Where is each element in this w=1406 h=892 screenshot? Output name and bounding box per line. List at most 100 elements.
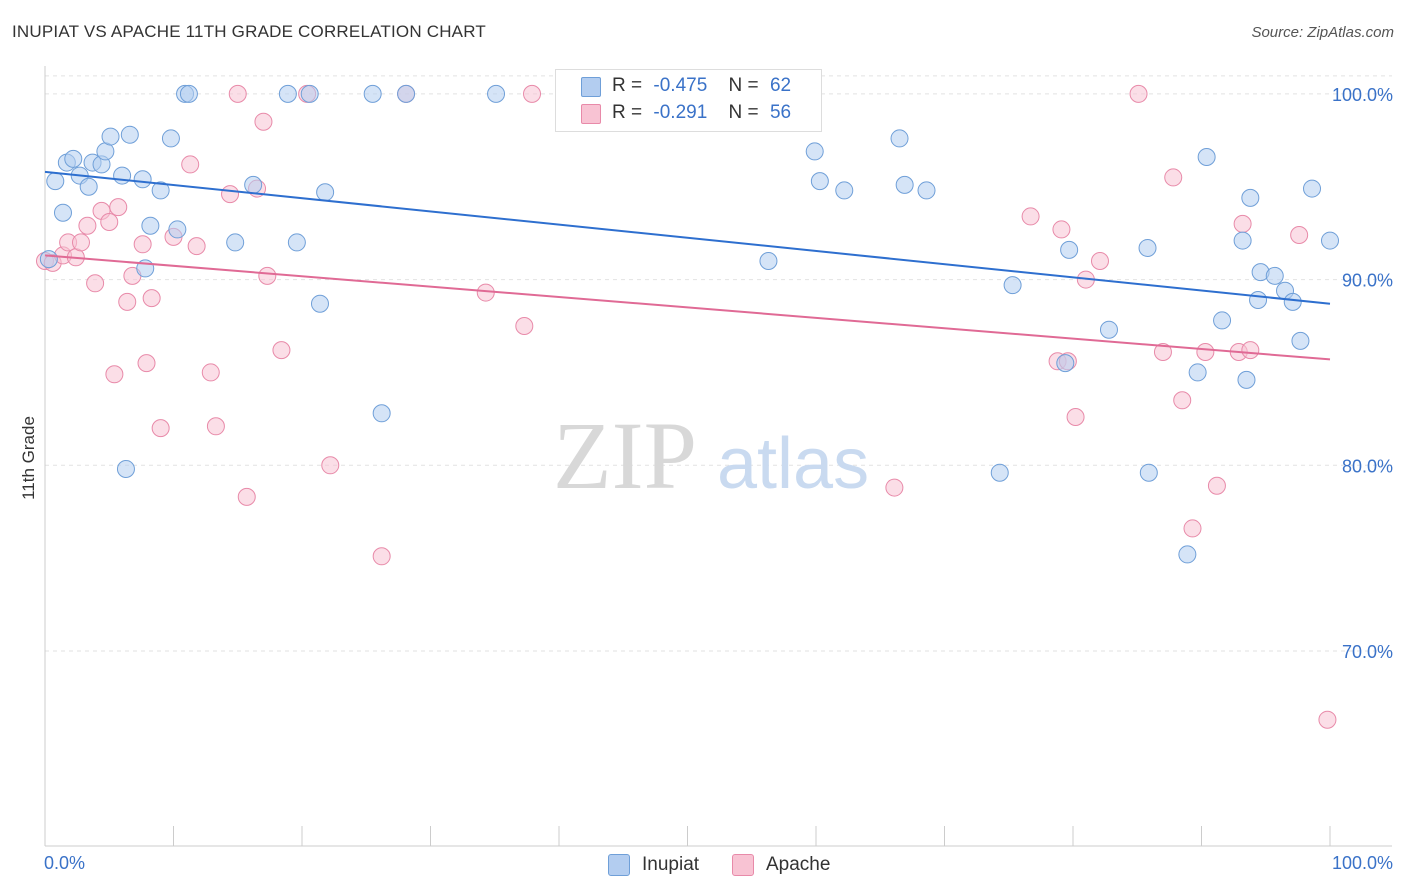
inupiat-point: [895, 175, 914, 194]
inupiat-point: [113, 166, 132, 185]
inupiat-point: [151, 181, 170, 200]
inupiat-point: [287, 233, 306, 252]
inupiat-swatch: [581, 77, 601, 97]
apache-point: [254, 112, 273, 131]
apache-point: [515, 317, 534, 335]
apache-point: [86, 274, 105, 293]
watermark-atlas: atlas: [717, 424, 869, 504]
apache-point: [1207, 476, 1226, 495]
apache-point: [100, 213, 119, 231]
y-tick-label: 90.0%: [1342, 271, 1393, 291]
inupiat-point: [244, 175, 263, 194]
inupiat-point: [1241, 188, 1260, 207]
inupiat-point: [1178, 545, 1197, 564]
apache-point: [1129, 84, 1148, 103]
inupiat-point: [116, 460, 135, 478]
inupiat-point: [79, 177, 98, 196]
inupiat-point: [1139, 463, 1158, 482]
apache-point: [1066, 408, 1085, 426]
inupiat-point: [759, 252, 778, 270]
inupiat-point: [141, 216, 160, 235]
apache-point: [372, 547, 391, 566]
apache-point: [1153, 343, 1172, 361]
inupiat-point: [300, 84, 319, 103]
apache-point: [1052, 220, 1071, 239]
inupiat-point: [1213, 311, 1232, 330]
apache-point: [1233, 214, 1252, 233]
inupiat-point: [1291, 331, 1310, 350]
apache-point: [133, 235, 152, 254]
bottom-legend-inupiat: Inupiat: [608, 853, 699, 877]
inupiat-point: [1003, 276, 1022, 295]
apache-point: [258, 266, 277, 285]
gridlines: [45, 75, 1392, 652]
inupiat-point: [372, 404, 391, 423]
chart-source: Source: ZipAtlas.com: [1251, 24, 1394, 41]
apache-point: [78, 216, 97, 235]
x-tick-label-min: 0.0%: [44, 853, 85, 873]
apache-point: [1183, 519, 1202, 538]
legend-r-value-inupiat: -0.475: [653, 75, 708, 96]
apache-point: [71, 233, 90, 252]
inupiat-point: [1099, 320, 1118, 339]
legend-n-label: N =: [728, 102, 759, 123]
apache-point: [187, 237, 206, 256]
apache-point: [137, 354, 156, 373]
apache-point: [206, 417, 225, 436]
inupiat-point: [1233, 231, 1252, 250]
legend-r-label: R =: [612, 102, 643, 123]
inupiat-point: [487, 84, 506, 103]
bottom-legend-label-inupiat: Inupiat: [642, 854, 700, 875]
inupiat-point: [46, 172, 65, 191]
inupiat-point: [1249, 291, 1268, 309]
apache-point: [181, 155, 200, 174]
inupiat-point: [1056, 354, 1075, 373]
inupiat-point: [810, 172, 829, 191]
inupiat-point: [310, 294, 329, 313]
inupiat-point: [1237, 370, 1256, 389]
apache-point: [523, 84, 542, 103]
apache-point: [221, 185, 240, 204]
apache-point: [1318, 710, 1337, 729]
inupiat-point: [397, 84, 416, 103]
tick-labels: 100.0% 90.0% 80.0% 70.0% 0.0% 100.0%: [44, 85, 1393, 873]
legend-n-value-inupiat: 62: [769, 75, 792, 96]
apache-point: [201, 363, 220, 382]
apache-point: [1241, 341, 1260, 360]
bottom-legend-label-apache: Apache: [766, 854, 831, 875]
inupiat-point: [1303, 179, 1322, 198]
legend-n-label: N =: [728, 75, 759, 96]
inupiat-point: [120, 125, 139, 144]
apache-swatch: [581, 104, 601, 124]
apache-point: [1164, 168, 1183, 187]
inupiat-point: [53, 203, 72, 222]
x-tick-label-max: 100.0%: [1332, 853, 1393, 873]
inupiat-legend-swatch: [608, 854, 630, 876]
inupiat-point: [161, 129, 180, 148]
apache-point: [272, 341, 291, 360]
bottom-legend-apache: Apache: [732, 853, 830, 877]
apache-point: [142, 289, 161, 308]
inupiat-point: [1283, 292, 1302, 311]
apache-point: [151, 419, 170, 438]
inupiat-point: [363, 84, 382, 103]
inupiat-point: [1060, 240, 1079, 259]
inupiat-point: [835, 181, 854, 200]
legend-n-value-apache: 56: [769, 102, 792, 123]
apache-point: [885, 478, 904, 497]
trend-lines: [44, 170, 1331, 361]
inupiat-point: [890, 129, 909, 148]
legend-r-value-apache: -0.291: [653, 102, 708, 123]
apache-point: [1290, 226, 1309, 244]
apache-point: [1173, 391, 1192, 410]
inupiat-point: [1265, 266, 1284, 285]
apache-point: [105, 365, 124, 384]
inupiat-point: [278, 84, 297, 103]
inupiat-point: [101, 127, 120, 146]
y-tick-label: 100.0%: [1332, 85, 1393, 105]
inupiat-point: [316, 183, 335, 202]
apache-point: [237, 487, 256, 506]
inupiat-point: [133, 170, 152, 189]
legend-r-label: R =: [612, 75, 643, 96]
